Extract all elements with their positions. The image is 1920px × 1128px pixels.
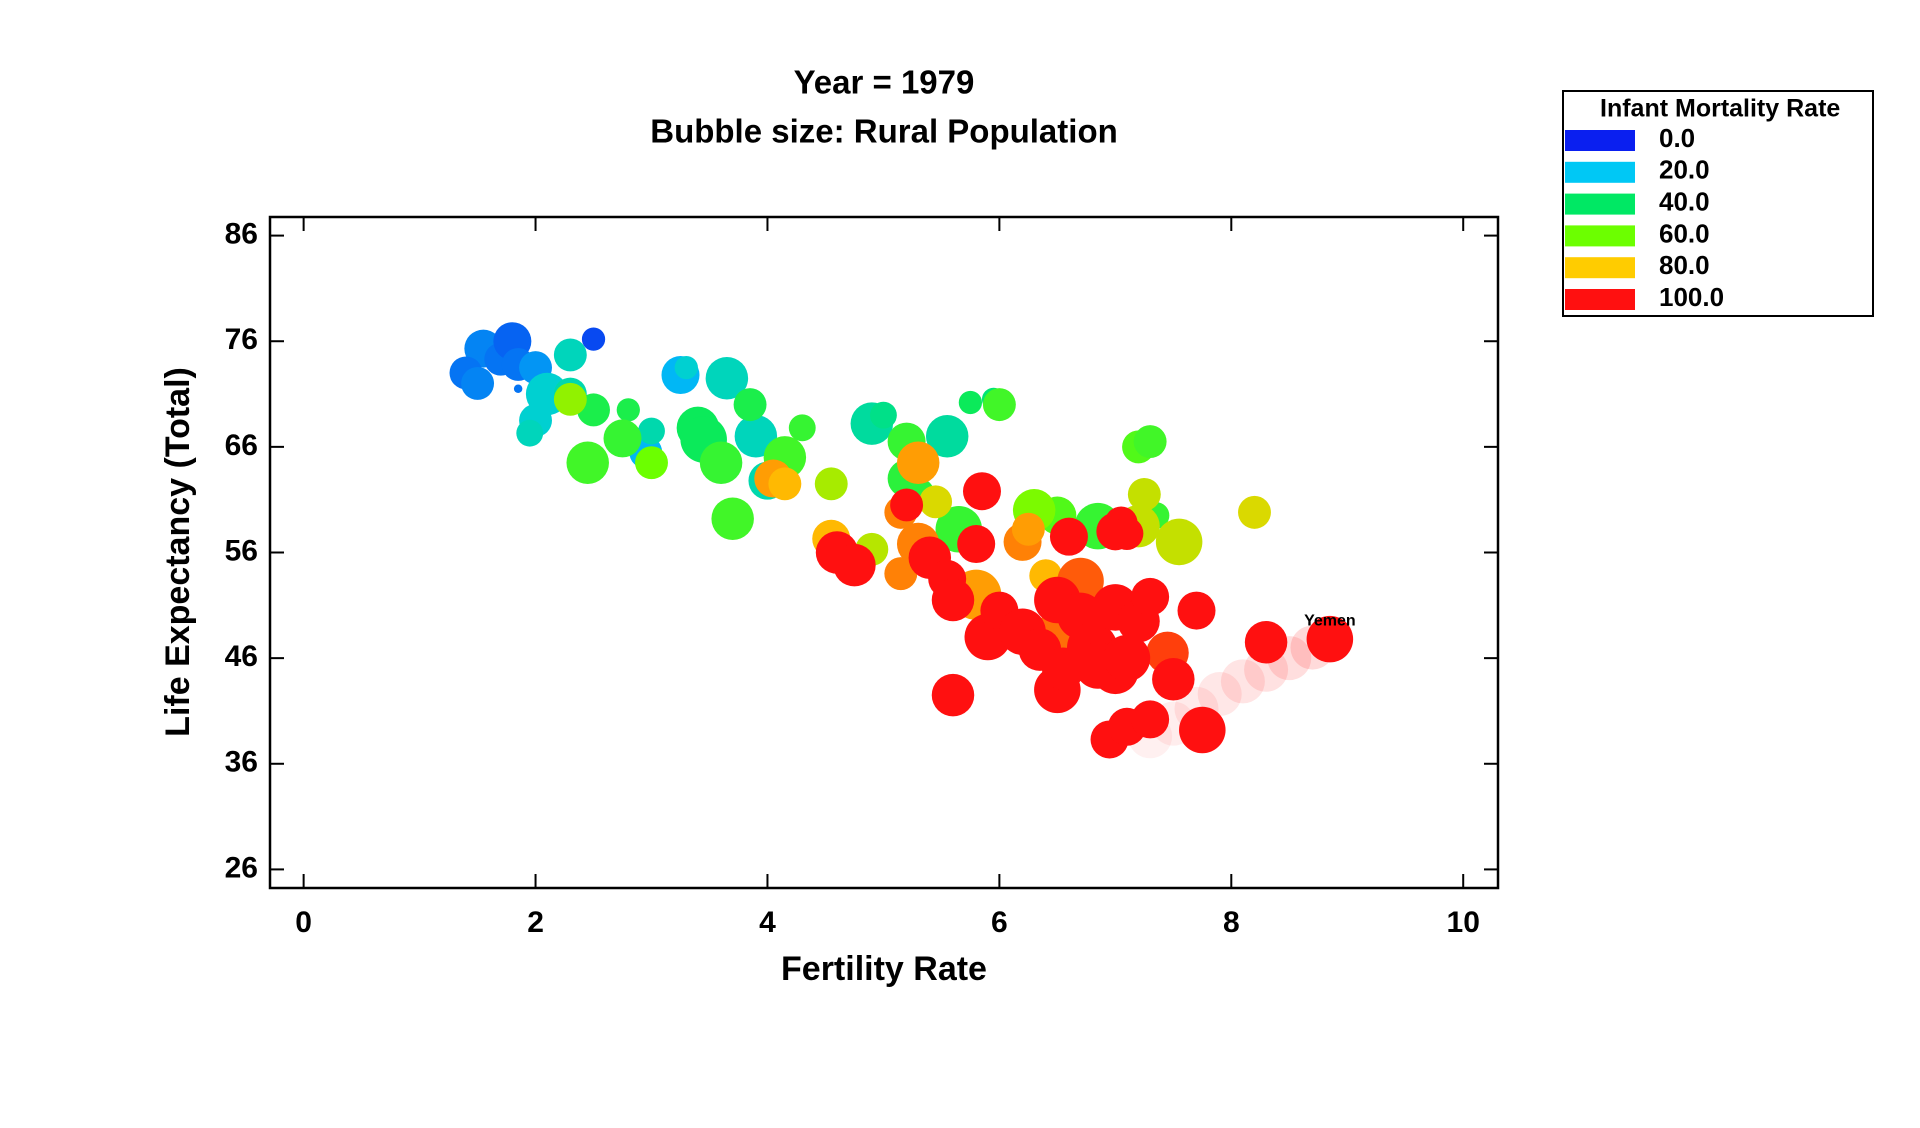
bubble — [919, 485, 953, 519]
chart-subtitle: Bubble size: Rural Population — [650, 113, 1118, 150]
trail-bubble — [1197, 672, 1242, 717]
legend-swatch — [1565, 257, 1635, 279]
bubble — [788, 414, 816, 442]
bubble — [603, 419, 642, 458]
bubble — [1238, 495, 1271, 529]
y-tick-label: 76 — [225, 323, 258, 356]
bubble — [1110, 517, 1144, 550]
bubble — [705, 356, 749, 400]
bubble — [1244, 621, 1288, 664]
bubble — [814, 467, 848, 501]
bubble — [931, 673, 975, 717]
x-tick-label: 4 — [759, 906, 776, 939]
bubble — [931, 578, 975, 622]
bubble — [513, 384, 523, 394]
bubble — [957, 525, 996, 564]
bubble — [768, 467, 802, 501]
legend-swatch — [1565, 193, 1635, 215]
y-tick-label: 36 — [225, 746, 258, 779]
bubble — [1152, 658, 1195, 701]
trail-bubble — [1220, 659, 1265, 704]
legend-label: 60.0 — [1659, 218, 1710, 248]
bubble — [1103, 634, 1151, 682]
legend-swatch — [1565, 130, 1635, 151]
y-tick-label: 86 — [225, 218, 258, 251]
bubble — [1131, 700, 1170, 739]
x-tick-label: 2 — [527, 906, 544, 939]
y-tick-label: 66 — [225, 429, 258, 462]
x-tick-label: 10 — [1447, 906, 1480, 939]
x-axis-label: Fertility Rate — [781, 950, 987, 988]
legend-title: Infant Mortality Rate — [1600, 95, 1840, 123]
bubble — [1177, 591, 1216, 630]
legend-label: 0.0 — [1659, 123, 1695, 153]
bubble — [925, 415, 969, 458]
legend-label: 40.0 — [1659, 186, 1710, 216]
bubble — [733, 388, 767, 422]
bubble — [1179, 706, 1226, 754]
y-axis-label: Life Expectancy (Total) — [159, 367, 197, 737]
bubble — [699, 441, 743, 484]
bubble — [1133, 425, 1167, 459]
bubble — [869, 401, 897, 429]
plot-area — [449, 322, 1354, 759]
bubble — [711, 497, 754, 540]
bubble — [674, 356, 698, 380]
bubble — [461, 367, 495, 400]
bubble — [896, 441, 940, 484]
bubble — [884, 557, 918, 591]
bubble — [638, 417, 665, 445]
bubble — [1155, 518, 1203, 566]
legend-label: 20.0 — [1659, 155, 1710, 185]
bubble — [635, 446, 668, 480]
bubble — [833, 543, 876, 587]
bubble — [1306, 615, 1354, 663]
bubble — [982, 388, 1016, 422]
x-tick-label: 6 — [991, 906, 1008, 939]
bubble — [553, 382, 587, 416]
legend-swatch — [1565, 161, 1635, 183]
bubble — [958, 390, 983, 415]
legend-swatch — [1565, 225, 1635, 247]
y-tick-label: 26 — [225, 851, 258, 884]
bubble — [1127, 477, 1161, 511]
bubble — [516, 419, 544, 447]
legend-label: 100.0 — [1659, 282, 1724, 312]
annotation: Yemen — [1304, 612, 1356, 629]
bubble — [890, 488, 924, 522]
bubble — [962, 472, 1001, 511]
chart-title: Year = 1979 — [794, 64, 975, 101]
legend-swatch — [1565, 289, 1635, 310]
bubble — [616, 398, 640, 422]
x-tick-label: 0 — [295, 906, 312, 939]
bubble — [1011, 512, 1045, 546]
legend-label: 80.0 — [1659, 250, 1710, 280]
bubble — [1049, 517, 1088, 556]
x-tick-label: 8 — [1223, 906, 1240, 939]
bubble — [566, 441, 609, 484]
y-tick-label: 46 — [225, 640, 258, 673]
bubble — [553, 338, 587, 372]
y-tick-label: 56 — [225, 534, 258, 567]
bubble — [581, 327, 606, 351]
bubble — [1131, 577, 1170, 616]
